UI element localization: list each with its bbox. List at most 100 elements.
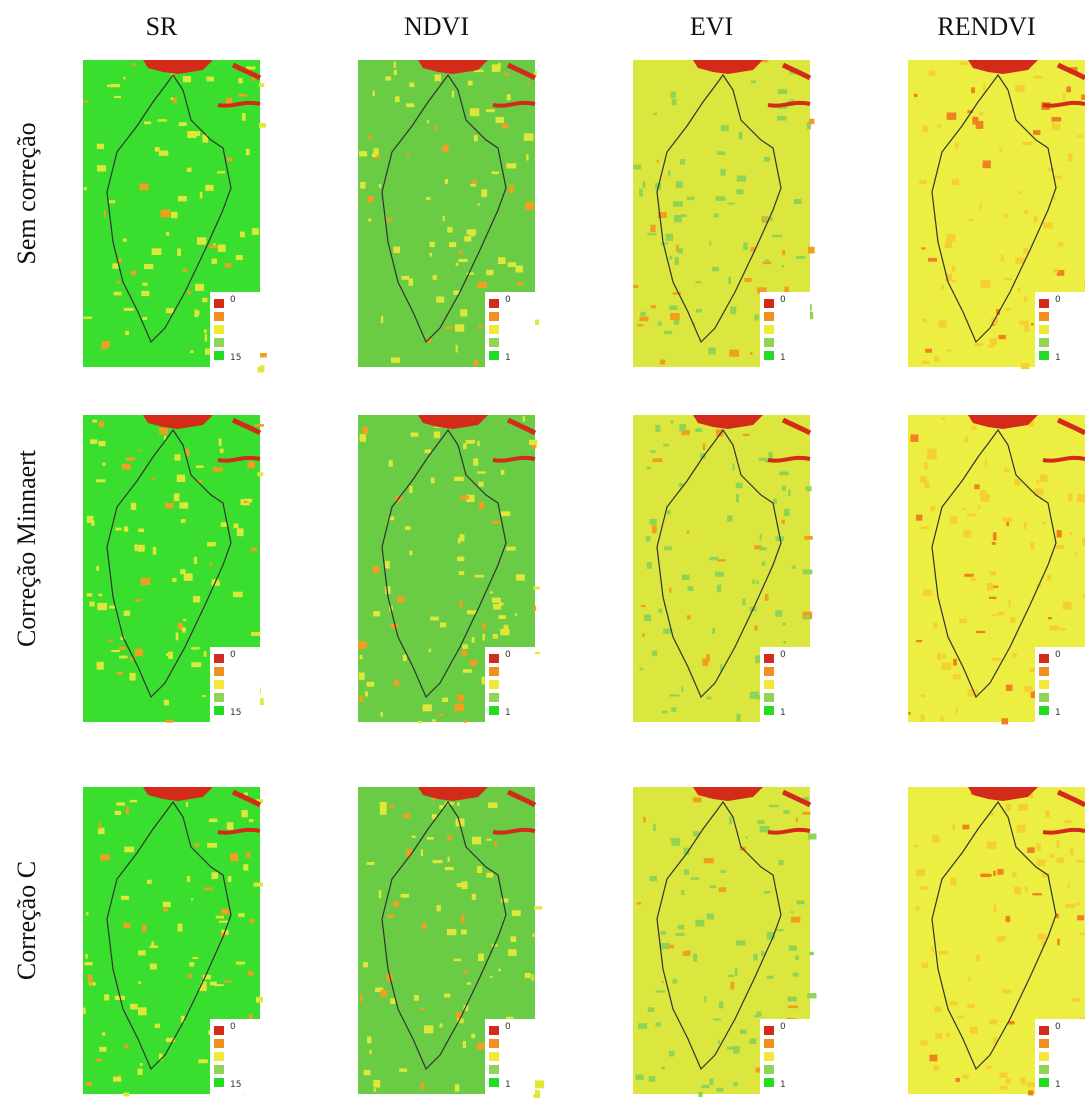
map-speckle <box>804 536 812 540</box>
map-speckle <box>669 694 679 696</box>
map-speckle <box>764 157 770 162</box>
map-speckle <box>130 800 138 802</box>
map-speckle <box>941 716 944 721</box>
map-speckle <box>670 256 673 260</box>
map-speckle <box>1057 939 1059 946</box>
map-speckle <box>762 60 768 62</box>
map-speckle <box>456 345 458 353</box>
map-panel: 01 <box>358 60 539 367</box>
map-speckle <box>138 545 145 552</box>
map-speckle <box>220 449 224 454</box>
map-speckle <box>1060 628 1066 630</box>
legend-swatch <box>489 325 499 334</box>
map-speckle <box>432 719 437 721</box>
map-speckle <box>660 360 665 365</box>
map-speckle <box>1018 804 1028 811</box>
map-speckle <box>390 998 395 1004</box>
map-speckle <box>96 566 99 571</box>
map-speckle <box>729 350 739 357</box>
map-speckle <box>767 976 774 979</box>
map-speckle <box>461 930 467 935</box>
map-speckle <box>952 179 959 185</box>
map-speckle <box>702 658 708 666</box>
map-speckle <box>1077 915 1084 920</box>
map-speckle <box>923 589 932 595</box>
map-speckle <box>506 163 516 168</box>
map-speckle <box>172 578 176 582</box>
map-speckle <box>447 227 452 233</box>
map-panel: 015 <box>83 787 263 1097</box>
map-speckle <box>111 650 119 652</box>
map-speckle <box>1076 902 1079 905</box>
map-speckle <box>227 158 233 162</box>
map-speckle <box>648 1007 654 1012</box>
map-speckle <box>919 180 927 184</box>
map-speckle <box>183 269 187 272</box>
map-speckle <box>197 237 206 244</box>
map-speckle <box>224 980 231 982</box>
map-panel: 01 <box>358 415 540 724</box>
map-speckle <box>517 282 523 285</box>
map-speckle <box>364 1070 371 1075</box>
map-speckle <box>653 824 656 831</box>
map-speckle <box>669 945 675 948</box>
map-speckle <box>189 962 194 966</box>
map-speckle <box>713 1019 720 1021</box>
map-speckle <box>114 96 121 98</box>
map-speckle <box>166 232 169 236</box>
legend-swatch <box>764 680 774 689</box>
map-speckle <box>434 432 440 439</box>
legend-bottom-label: 1 <box>505 1080 511 1090</box>
map-speckle <box>1024 686 1032 692</box>
map-speckle <box>230 853 238 861</box>
map-speckle <box>359 695 363 702</box>
map-speckle <box>194 310 198 317</box>
row-label: Sem correção <box>12 122 41 264</box>
map-speckle <box>83 317 92 319</box>
map-speckle <box>477 1043 486 1050</box>
map-speckle <box>992 614 997 616</box>
map-speckle <box>933 623 937 629</box>
map-speckle <box>1003 990 1012 994</box>
map-speckle <box>498 63 501 69</box>
map-speckle <box>225 263 232 267</box>
map-speckle <box>422 923 426 929</box>
map-speckle <box>910 434 918 441</box>
legend: 01 <box>1035 647 1085 722</box>
map-speckle <box>173 98 177 104</box>
legend-swatch <box>214 351 224 360</box>
map-speckle <box>112 263 118 268</box>
map-speckle <box>110 84 120 87</box>
map-speckle <box>718 559 726 561</box>
map-speckle <box>1012 872 1017 877</box>
map-speckle <box>474 360 478 366</box>
legend-swatch <box>764 667 774 676</box>
map-speckle <box>187 168 192 172</box>
map-speckle <box>236 962 245 965</box>
legend-swatch <box>764 1039 774 1048</box>
map-speckle <box>647 562 652 569</box>
map-speckle <box>736 940 746 945</box>
row-label: Correção C <box>12 861 41 980</box>
map-speckle <box>166 308 174 313</box>
map-speckle <box>743 434 750 436</box>
legend-top-label: 0 <box>1055 295 1061 305</box>
map-speckle <box>921 963 928 968</box>
map-speckle <box>131 503 136 510</box>
map-speckle <box>117 672 123 675</box>
map-speckle <box>181 519 186 523</box>
map-speckle <box>988 345 994 347</box>
legend-bottom-label: 1 <box>505 353 511 363</box>
map-speckle <box>166 720 174 723</box>
map-speckle <box>84 187 87 190</box>
map-speckle <box>115 528 121 531</box>
map-speckle <box>85 954 88 958</box>
map-speckle <box>256 997 260 1003</box>
map-speckle <box>809 119 815 124</box>
map-speckle <box>393 901 399 906</box>
map-speckle <box>765 259 769 262</box>
map-speckle <box>952 280 956 282</box>
row-label: Correção Minnaert <box>12 449 41 647</box>
legend-swatch <box>489 706 499 715</box>
map-speckle <box>749 1038 756 1044</box>
